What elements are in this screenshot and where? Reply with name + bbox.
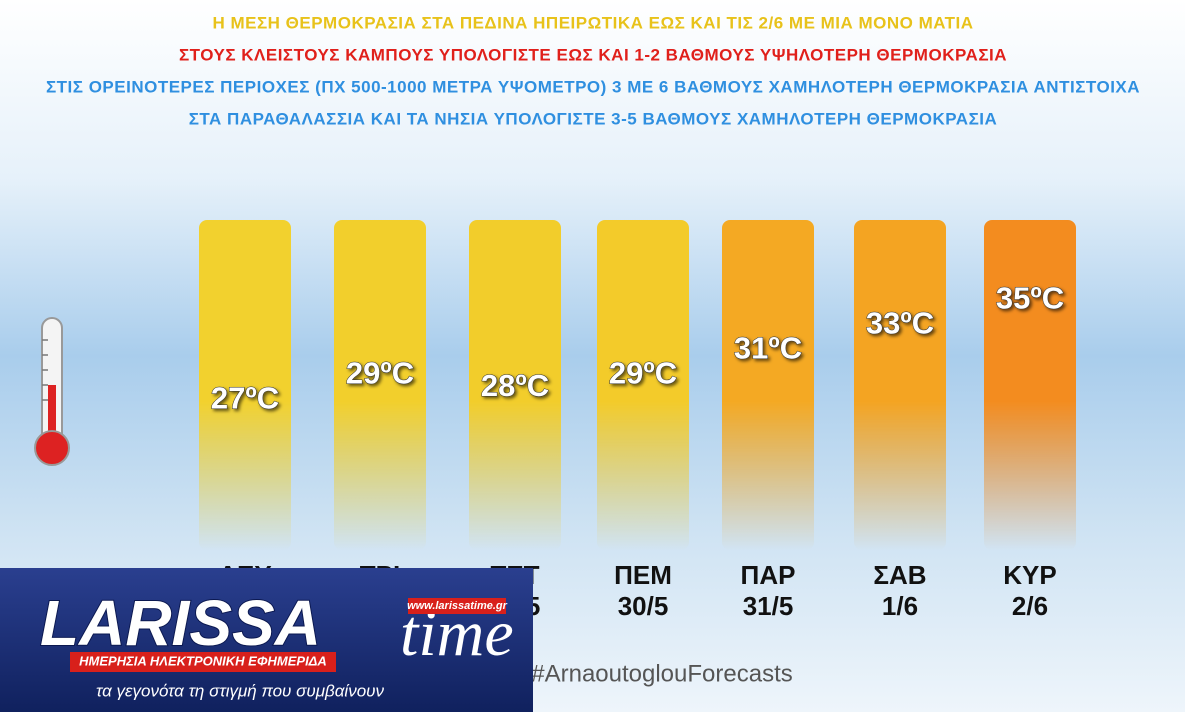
- logo-url-box: [408, 598, 506, 614]
- day-label: ΣΑΒ: [873, 560, 926, 590]
- logo: LARISSA time www.larissatime.gr ΗΜΕΡΗΣΙΑ…: [0, 568, 533, 712]
- date-label: 2/6: [1012, 591, 1048, 621]
- bar: [722, 220, 814, 550]
- header-line: ΣΤΑ ΠΑΡΑΘΑΛΑΣΣΙΑ ΚΑΙ ΤΑ ΝΗΣΙΑ ΥΠΟΛΟΓΙΣΤΕ…: [189, 109, 998, 128]
- logo-url: www.larissatime.gr: [407, 600, 508, 612]
- bar: [469, 220, 561, 550]
- value-label: 35ºC: [996, 281, 1064, 316]
- value-label: 28ºC: [481, 368, 549, 403]
- bar: [984, 220, 1076, 550]
- date-label: 30/5: [618, 591, 669, 621]
- hashtag: #ArnaoutoglouForecasts: [531, 660, 793, 687]
- header-line: Η ΜΕΣΗ ΘΕΡΜΟΚΡΑΣΙΑ ΣΤΑ ΠΕΔΙΝΑ ΗΠΕΙΡΩΤΙΚΑ…: [212, 13, 973, 32]
- date-label: 31/5: [743, 591, 794, 621]
- bar: [334, 220, 426, 550]
- logo-background: [0, 568, 533, 712]
- logo-subtitle: ΗΜΕΡΗΣΙΑ ΗΛΕΚΤΡΟΝΙΚΗ ΕΦΗΜΕΡΙΔΑ: [79, 653, 327, 668]
- day-label: ΠΑΡ: [741, 560, 796, 590]
- bar: [597, 220, 689, 550]
- header-line: ΣΤΙΣ ΟΡΕΙΝΟΤΕΡΕΣ ΠΕΡΙΟΧΕΣ (ΠΧ 500-1000 Μ…: [46, 77, 1140, 96]
- value-label: 33ºC: [866, 306, 934, 341]
- logo-tagline-box: [70, 652, 336, 672]
- header-line: ΣΤΟΥΣ ΚΛΕΙΣΤΟΥΣ ΚΑΜΠΟΥΣ ΥΠΟΛΟΓΙΣΤΕ ΕΩΣ Κ…: [179, 45, 1007, 64]
- bar: [854, 220, 946, 550]
- date-label: 1/6: [882, 591, 918, 621]
- value-label: 29ºC: [346, 356, 414, 391]
- logo-slogan: τα γεγονότα τη στιγμή που συμβαίνουν: [96, 681, 385, 700]
- thermometer-icon: [34, 317, 70, 466]
- bar: [199, 220, 291, 550]
- logo-name: LARISSA: [40, 587, 321, 659]
- day-label: ΠΕΜ: [614, 560, 672, 590]
- value-label: 31ºC: [734, 331, 802, 366]
- day-label: ΚΥΡ: [1003, 560, 1056, 590]
- value-label: 27ºC: [211, 381, 279, 416]
- value-label: 29ºC: [609, 356, 677, 391]
